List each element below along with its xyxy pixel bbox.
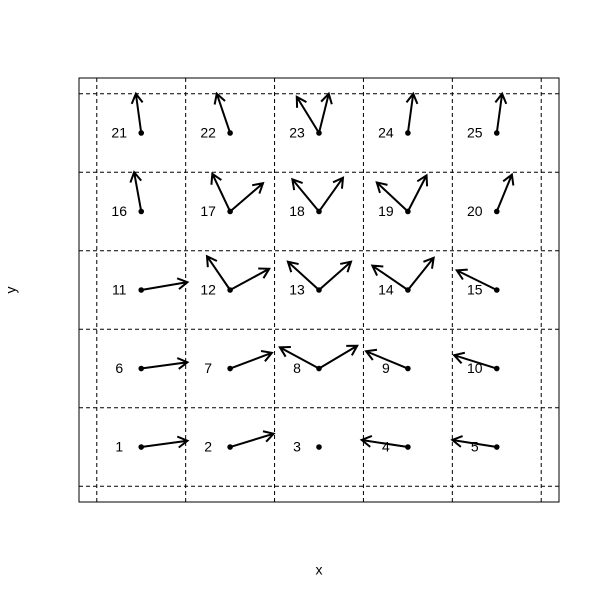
arrow bbox=[318, 344, 359, 370]
point-label: 18 bbox=[289, 203, 305, 219]
point-label: 19 bbox=[378, 203, 394, 219]
arrow bbox=[359, 435, 409, 449]
point-label: 24 bbox=[378, 125, 394, 141]
point-label: 1 bbox=[115, 439, 123, 455]
point-label: 20 bbox=[467, 203, 483, 219]
point-label: 16 bbox=[111, 203, 127, 219]
arrow bbox=[229, 181, 265, 213]
point-label: 2 bbox=[204, 439, 212, 455]
point-label: 11 bbox=[112, 282, 127, 298]
arrow bbox=[210, 171, 232, 212]
point-label: 7 bbox=[204, 360, 212, 376]
arrow bbox=[229, 350, 274, 370]
arrow bbox=[141, 277, 190, 291]
arrow bbox=[205, 254, 231, 291]
point-label: 3 bbox=[293, 439, 301, 455]
arrow bbox=[213, 91, 232, 134]
arrow bbox=[295, 95, 320, 134]
arrow bbox=[407, 173, 429, 212]
arrow bbox=[450, 435, 497, 449]
arrow bbox=[229, 430, 276, 448]
point-label: 21 bbox=[111, 125, 127, 141]
arrow bbox=[407, 256, 435, 291]
point bbox=[316, 444, 322, 450]
arrow bbox=[495, 172, 515, 212]
point-label: 5 bbox=[471, 439, 479, 455]
y-axis-label: y bbox=[3, 287, 19, 294]
point-label: 4 bbox=[382, 439, 390, 455]
arrow bbox=[494, 91, 508, 134]
point-label: 13 bbox=[289, 282, 305, 298]
arrow bbox=[375, 181, 409, 213]
arrow bbox=[141, 435, 190, 449]
arrow bbox=[454, 268, 498, 291]
point-label: 10 bbox=[467, 360, 483, 376]
point-label: 14 bbox=[378, 282, 394, 298]
arrow bbox=[318, 260, 353, 291]
point-label: 17 bbox=[200, 203, 216, 219]
arrow bbox=[364, 348, 409, 370]
arrow bbox=[291, 177, 320, 213]
point bbox=[138, 365, 145, 372]
plot-box bbox=[78, 77, 560, 503]
arrow bbox=[370, 264, 409, 291]
arrow bbox=[278, 346, 320, 370]
point-label: 23 bbox=[289, 125, 305, 141]
point-label: 12 bbox=[200, 282, 216, 298]
arrow bbox=[229, 267, 271, 291]
point-label: 15 bbox=[467, 282, 483, 298]
point-label: 6 bbox=[115, 360, 123, 376]
arrow bbox=[286, 260, 320, 291]
arrow bbox=[141, 357, 190, 370]
point-label: 9 bbox=[382, 360, 390, 376]
arrow bbox=[318, 91, 333, 134]
point bbox=[405, 444, 411, 450]
arrow bbox=[129, 170, 143, 212]
x-axis-label: x bbox=[316, 562, 323, 578]
arrow bbox=[405, 91, 419, 134]
point-label: 25 bbox=[467, 125, 483, 141]
arrow bbox=[318, 176, 345, 213]
point-label: 22 bbox=[200, 125, 216, 141]
point-label: 8 bbox=[293, 360, 301, 376]
arrow bbox=[452, 351, 498, 370]
arrow bbox=[130, 91, 144, 134]
